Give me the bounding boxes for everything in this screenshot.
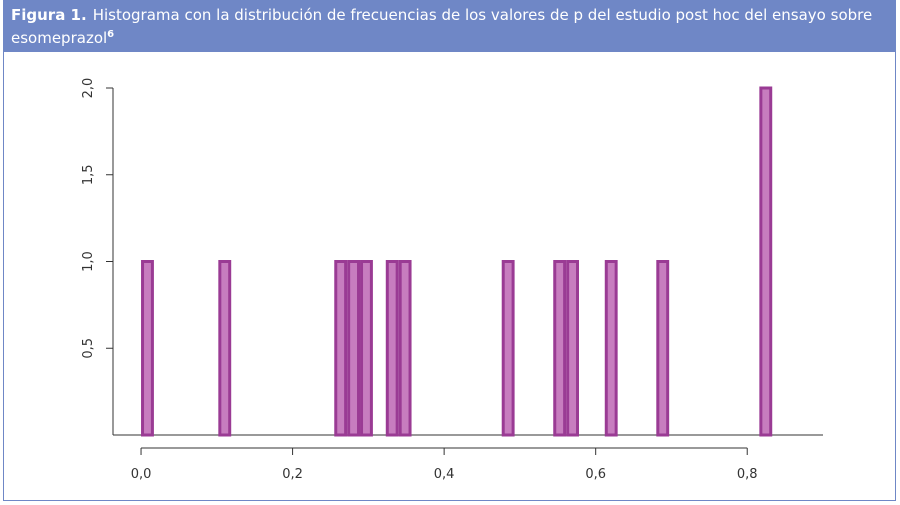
bar <box>656 260 670 437</box>
figure-ref: 6 <box>107 29 115 40</box>
y-tick-label: 1,0 <box>81 251 96 272</box>
bar <box>501 260 515 437</box>
bar <box>141 260 154 437</box>
bar <box>360 260 373 437</box>
y-tick-label: 2,0 <box>81 78 96 99</box>
x-tick-label: 0,8 <box>737 467 758 482</box>
x-tick-label: 0,0 <box>131 467 152 482</box>
bar <box>218 260 232 437</box>
bar <box>334 260 348 437</box>
bar <box>604 260 618 437</box>
bar <box>759 86 773 437</box>
x-tick-label: 0,4 <box>434 467 455 482</box>
bar <box>347 260 361 437</box>
bar <box>398 260 412 437</box>
figure-title: Histograma con la distribución de frecue… <box>11 6 873 47</box>
figure: Figura 1. Histograma con la distribución … <box>3 0 896 501</box>
y-tick-label: 1,5 <box>81 164 96 185</box>
figure-header: Figura 1. Histograma con la distribución … <box>4 0 895 52</box>
figure-label: Figura 1. <box>11 6 87 24</box>
bar <box>385 260 399 437</box>
bar <box>566 260 580 437</box>
bar <box>553 260 567 437</box>
x-tick-label: 0,6 <box>585 467 606 482</box>
x-tick-label: 0,2 <box>282 467 303 482</box>
y-tick-label: 0,5 <box>81 338 96 359</box>
